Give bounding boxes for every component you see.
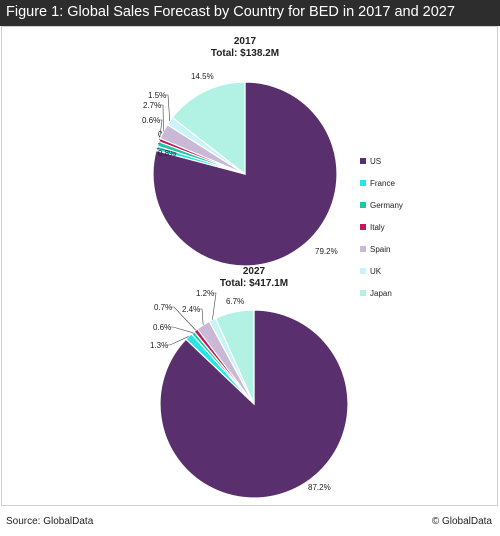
- data-label-0-japan: 14.5%: [191, 72, 214, 81]
- chart-title-1: 2027: [243, 266, 266, 277]
- chart-frame: [1, 26, 498, 506]
- legend-label-france: France: [370, 179, 395, 188]
- data-label-1-japan: 6.7%: [226, 297, 244, 306]
- data-label-0-spain: 2.7%: [143, 101, 161, 110]
- legend-label-italy: Italy: [370, 223, 385, 232]
- leader-line-1-spain: [198, 308, 204, 325]
- data-label-1-germany: 0.6%: [153, 323, 171, 332]
- legend-swatch-uk: [360, 268, 366, 274]
- legend-swatch-italy: [360, 224, 366, 230]
- legend-label-spain: Spain: [370, 245, 390, 254]
- pie-slice-0-japan: [171, 81, 246, 176]
- pie-slice-1-japan: [214, 309, 255, 405]
- leader-line-0-uk: [164, 94, 171, 122]
- leader-line-0-italy: [158, 119, 163, 141]
- source-note: Source: GlobalData: [6, 516, 94, 527]
- legend-label-japan: Japan: [370, 289, 392, 298]
- data-label-1-italy: 0.7%: [154, 303, 172, 312]
- leader-line-1-france: [166, 336, 189, 346]
- legend-swatch-spain: [360, 246, 366, 252]
- legend-label-uk: UK: [370, 267, 382, 276]
- data-label-1-uk: 1.2%: [196, 289, 214, 298]
- pie-slice-0-us: [152, 81, 338, 267]
- legend-swatch-us: [360, 158, 366, 164]
- data-label-0-italy: 0.6%: [142, 116, 160, 125]
- chart-subtitle-0: Total: $138.2M: [211, 48, 279, 59]
- leader-line-1-germany: [169, 326, 193, 333]
- figure-title-bar: Figure 1: Global Sales Forecast by Count…: [0, 0, 500, 26]
- legend-label-germany: Germany: [370, 201, 403, 210]
- data-label-1-us: 87.2%: [308, 483, 331, 492]
- legend-swatch-france: [360, 180, 366, 186]
- leader-line-1-uk: [212, 292, 217, 320]
- data-label-1-france: 1.3%: [150, 341, 168, 350]
- figure-title: Figure 1: Global Sales Forecast by Count…: [6, 4, 455, 20]
- data-label-1-spain: 2.4%: [182, 305, 200, 314]
- data-label-0-france: 0.8%: [158, 149, 176, 158]
- legend-label-us: US: [370, 157, 381, 166]
- legend-swatch-japan: [360, 290, 366, 296]
- leader-line-1-italy: [170, 306, 196, 331]
- copyright-note: © GlobalData: [431, 516, 492, 527]
- data-label-0-us: 79.2%: [315, 247, 338, 256]
- leader-line-0-spain: [159, 104, 164, 132]
- legend-swatch-germany: [360, 202, 366, 208]
- data-label-0-uk: 1.5%: [148, 91, 166, 100]
- chart-title-0: 2017: [234, 36, 257, 47]
- chart-subtitle-1: Total: $417.1M: [220, 278, 288, 289]
